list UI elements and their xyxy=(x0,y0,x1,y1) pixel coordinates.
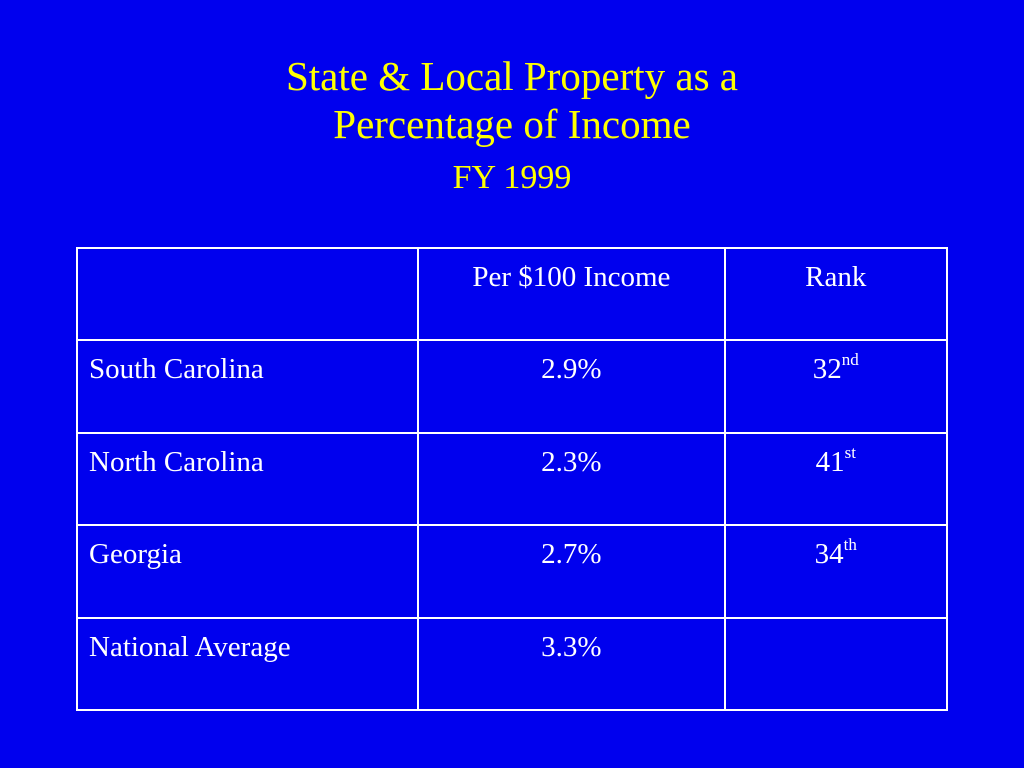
header-empty-cell xyxy=(75,246,420,342)
row-rank xyxy=(723,616,949,712)
rank-number: 32 xyxy=(812,353,842,386)
row-label: North Carolina xyxy=(75,431,420,527)
rank-number: 34 xyxy=(814,538,844,571)
header-per-100-income: Per $100 Income xyxy=(417,246,726,342)
property-tax-table: Per $100 Income Rank South Carolina 2.9%… xyxy=(75,246,949,712)
slide-title-line-2: Percentage of Income xyxy=(333,101,691,147)
slide-subtitle: FY 1999 xyxy=(452,159,572,196)
header-rank: Rank xyxy=(723,246,949,342)
table-row: National Average 3.3% xyxy=(75,616,949,712)
row-rank: 41st xyxy=(723,431,949,527)
row-value: 2.9% xyxy=(417,339,726,434)
table-row: North Carolina 2.3% 41st xyxy=(75,431,949,527)
rank-suffix: nd xyxy=(841,350,859,370)
table-row: South Carolina 2.9% 32nd xyxy=(75,339,949,434)
slide-title-line-1: State & Local Property as a xyxy=(285,53,738,99)
slide-title-block: State & Local Property as a Percentage o… xyxy=(0,52,1024,203)
row-label: South Carolina xyxy=(75,339,420,434)
row-value: 3.3% xyxy=(417,616,726,712)
row-rank: 34th xyxy=(723,524,949,619)
rank-number: 41 xyxy=(815,445,845,478)
row-value: 2.3% xyxy=(417,431,726,527)
rank-suffix: th xyxy=(843,535,857,555)
row-label: National Average xyxy=(75,616,420,712)
row-label: Georgia xyxy=(75,524,420,619)
row-rank: 32nd xyxy=(723,339,949,434)
table-header-row: Per $100 Income Rank xyxy=(75,246,949,342)
table-row: Georgia 2.7% 34th xyxy=(75,524,949,619)
row-value: 2.7% xyxy=(417,524,726,619)
rank-suffix: st xyxy=(844,442,856,462)
